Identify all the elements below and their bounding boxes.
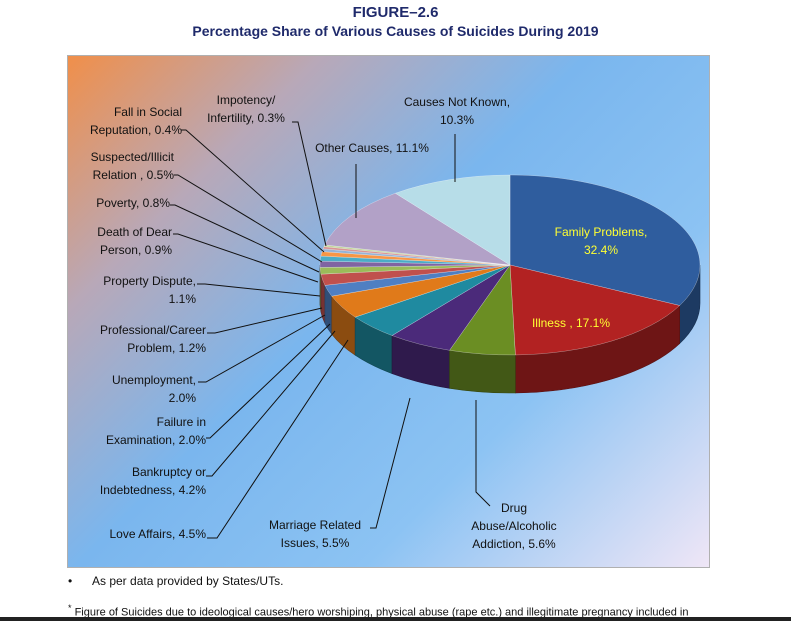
slice-label-line: Indebtedness, 4.2% bbox=[100, 483, 206, 497]
slice-label-line: Addiction, 5.6% bbox=[472, 537, 556, 551]
slice-label-2: Drug Abuse/Alcoholic Addiction, 5.6% bbox=[471, 501, 556, 551]
slice-label-1: Illness , 17.1% bbox=[532, 316, 610, 330]
slice-label-7: Unemployment, 2.0% bbox=[112, 373, 196, 405]
leader-line-9 bbox=[197, 283, 321, 297]
bullet: • bbox=[68, 574, 73, 588]
slice-label-16: Causes Not Known, 10.3% bbox=[404, 95, 510, 127]
slice-label-line: Love Affairs, 4.5% bbox=[109, 527, 206, 541]
slice-label-line: Reputation, 0.4% bbox=[90, 123, 182, 137]
slice-label-line: Issues, 5.5% bbox=[281, 536, 350, 550]
slice-label-11: Poverty, 0.8% bbox=[96, 196, 170, 210]
pie-slice-16 bbox=[394, 174, 511, 266]
slice-label-line: Illness , 17.1% bbox=[532, 316, 610, 330]
slice-label-line: Fall in Social bbox=[114, 105, 182, 119]
slice-label-line: Death of Dear bbox=[97, 225, 172, 239]
pie-tops bbox=[319, 174, 701, 356]
leader-line-3 bbox=[370, 397, 411, 529]
pie-side-2 bbox=[449, 349, 516, 394]
leader-line-6 bbox=[206, 323, 331, 439]
leader-line-13 bbox=[181, 129, 325, 253]
slice-label-line: Suspected/Illicit bbox=[91, 150, 175, 164]
slice-label-line: Unemployment, bbox=[112, 373, 196, 387]
leader-line-4 bbox=[207, 339, 349, 539]
slice-label-line: Impotency/ bbox=[217, 93, 276, 107]
slice-labels: Family Problems, 32.4% Illness , 17.1% Drug… bbox=[90, 93, 647, 551]
slice-label-10: Death of Dear Person, 0.9% bbox=[97, 225, 172, 257]
slice-label-line: Relation , 0.5% bbox=[93, 168, 175, 182]
slice-label-line: 2.0% bbox=[169, 391, 197, 405]
footnote-text: Figure of Suicides due to ideological ca… bbox=[74, 606, 689, 619]
leader-line-10 bbox=[173, 233, 319, 283]
slice-label-line: 1.1% bbox=[169, 292, 197, 306]
pie-slice-1 bbox=[509, 264, 681, 356]
slice-label-4: Love Affairs, 4.5% bbox=[109, 527, 206, 541]
leader-lines bbox=[170, 121, 491, 539]
slice-label-line: Abuse/Alcoholic bbox=[471, 519, 556, 533]
slice-label-line: Problem, 1.2% bbox=[127, 341, 206, 355]
source-note: • As per data provided by States/UTs. bbox=[68, 574, 283, 588]
slice-label-12: Suspected/Illicit Relation , 0.5% bbox=[91, 150, 175, 182]
slice-label-line: 10.3% bbox=[440, 113, 474, 127]
leader-line-14 bbox=[292, 121, 327, 247]
leader-line-7 bbox=[198, 314, 326, 383]
slice-label-line: Infertility, 0.3% bbox=[207, 111, 285, 125]
footnote: * Figure of Suicides due to ideological … bbox=[68, 603, 689, 619]
leader-line-5 bbox=[206, 330, 336, 477]
slice-label-line: 32.4% bbox=[584, 243, 618, 257]
slice-label-line: Person, 0.9% bbox=[100, 243, 172, 257]
pie-slice-15 bbox=[324, 192, 511, 266]
slice-label-line: Poverty, 0.8% bbox=[96, 196, 170, 210]
slice-label-line: Family Problems, bbox=[555, 225, 648, 239]
leader-line-11 bbox=[170, 204, 320, 273]
slice-label-line: Property Dispute, bbox=[103, 274, 196, 288]
source-note-text: As per data provided by States/UTs. bbox=[92, 574, 284, 588]
leader-line-12 bbox=[174, 174, 323, 263]
slice-label-line: Marriage Related bbox=[269, 518, 361, 532]
footnote-mark: * bbox=[68, 603, 72, 613]
slice-label-13: Fall in Social Reputation, 0.4% bbox=[90, 105, 182, 137]
slice-label-line: Causes Not Known, bbox=[404, 95, 510, 109]
pie-slice-0 bbox=[509, 174, 701, 306]
slice-label-14: Impotency/Infertility, 0.3% bbox=[207, 93, 285, 125]
slice-label-6: Failure in Examination, 2.0% bbox=[106, 415, 206, 447]
slice-label-line: Other Causes, 11.1% bbox=[315, 141, 429, 155]
pie-sides bbox=[319, 264, 701, 394]
leader-line-8 bbox=[207, 307, 323, 334]
slice-label-5: Bankruptcy or Indebtedness, 4.2% bbox=[100, 465, 206, 497]
slice-label-line: Drug bbox=[501, 501, 527, 515]
slice-label-3: Marriage Related Issues, 5.5% bbox=[269, 518, 361, 550]
leader-line-2 bbox=[475, 400, 491, 507]
slice-label-line: Professional/Career bbox=[100, 323, 206, 337]
figure-number: FIGURE–2.6 bbox=[352, 4, 439, 21]
slice-label-line: Bankruptcy or bbox=[132, 465, 206, 479]
slice-label-0: Family Problems, 32.4% bbox=[555, 225, 648, 257]
slice-label-15: Other Causes, 11.1% bbox=[315, 141, 429, 155]
slice-label-8: Professional/Career Problem, 1.2% bbox=[100, 323, 206, 355]
figure-title: Percentage Share of Various Causes of Su… bbox=[192, 23, 599, 39]
bottom-border bbox=[0, 617, 791, 621]
slice-label-line: Examination, 2.0% bbox=[106, 433, 206, 447]
slice-label-line: Failure in bbox=[157, 415, 206, 429]
slice-label-9: Property Dispute, 1.1% bbox=[103, 274, 196, 306]
